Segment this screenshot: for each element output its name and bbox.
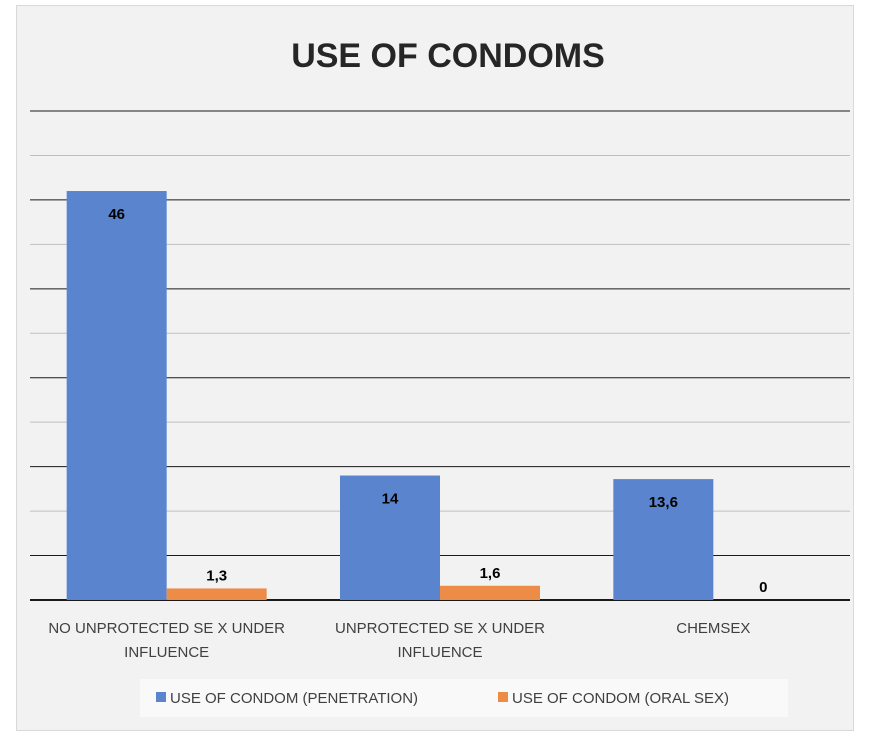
data-label: 0 <box>759 579 767 596</box>
data-label: 1,6 <box>480 565 501 582</box>
legend-swatch <box>498 692 508 702</box>
category-label: UNPROTECTED SE X UNDER <box>335 620 545 637</box>
category-label: CHEMSEX <box>676 620 750 637</box>
bar-penetration <box>613 479 714 600</box>
data-label: 46 <box>108 206 125 223</box>
data-labels: 46 14 13,6 1,3 1,6 0 <box>108 206 767 596</box>
chart-title: USE OF CONDOMS <box>291 37 605 75</box>
legend-swatch <box>156 692 166 702</box>
category-labels: NO UNPROTECTED SE X UNDER INFLUENCE UNPROT… <box>48 620 750 661</box>
bar-oral-sex <box>166 588 267 600</box>
legend: USE OF CONDOM (PENETRATION) USE OF CONDOM… <box>140 679 788 717</box>
legend-label: USE OF CONDOM (PENETRATION) <box>170 690 418 707</box>
legend-label: USE OF CONDOM (ORAL SEX) <box>512 690 729 707</box>
data-label: 13,6 <box>649 494 678 511</box>
bars <box>66 191 714 600</box>
bar-penetration <box>340 475 440 600</box>
data-label: 1,3 <box>206 567 227 584</box>
bar-penetration <box>66 191 167 600</box>
category-label: INFLUENCE <box>124 644 209 661</box>
legend-box <box>140 679 788 717</box>
bar-oral-sex <box>440 585 540 600</box>
data-label: 14 <box>382 491 399 508</box>
category-label: NO UNPROTECTED SE X UNDER <box>48 620 285 637</box>
category-label: INFLUENCE <box>397 644 482 661</box>
